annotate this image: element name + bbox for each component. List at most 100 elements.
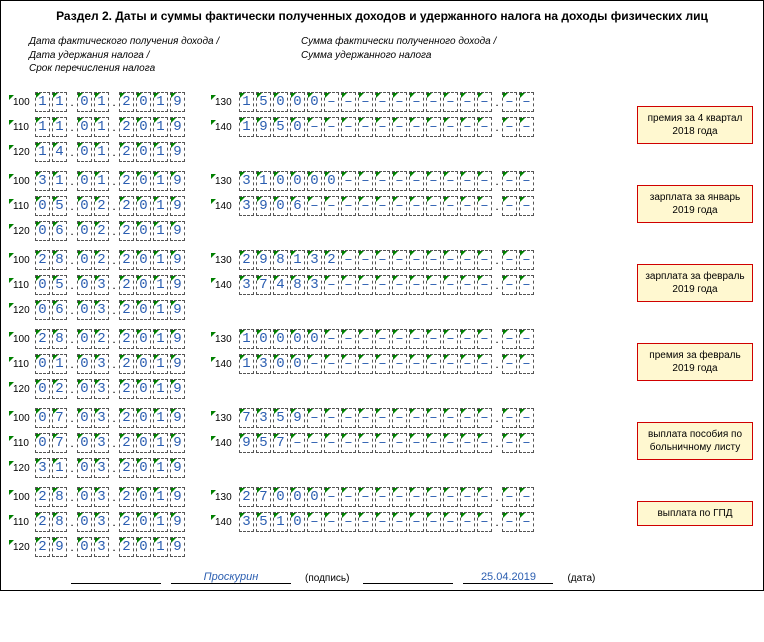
cell: 0 xyxy=(136,221,151,241)
cell: 2 xyxy=(119,433,134,453)
cell: – xyxy=(443,275,458,295)
cell: – xyxy=(426,250,441,270)
cell: 1 xyxy=(153,354,168,374)
form-page: Раздел 2. Даты и суммы фактически получе… xyxy=(0,0,764,591)
cell: – xyxy=(307,433,322,453)
cell: 9 xyxy=(239,433,254,453)
cell: 3 xyxy=(239,275,254,295)
cell: – xyxy=(324,92,339,112)
cell: 0 xyxy=(290,329,305,349)
cell: 0 xyxy=(136,408,151,428)
cell: 9 xyxy=(170,354,185,374)
cell: 3 xyxy=(94,379,109,399)
cell: 0 xyxy=(136,300,151,320)
cell: 0 xyxy=(77,329,92,349)
cell: – xyxy=(392,408,407,428)
cell: – xyxy=(519,433,534,453)
cell: 2 xyxy=(119,221,134,241)
cell: – xyxy=(502,275,517,295)
cell: 2 xyxy=(324,250,339,270)
row-code: 140 xyxy=(213,122,239,133)
cell: – xyxy=(502,433,517,453)
row-code: 130 xyxy=(213,255,239,266)
cell: – xyxy=(324,354,339,374)
cell: – xyxy=(324,329,339,349)
cell: 1 xyxy=(153,433,168,453)
cell: – xyxy=(392,433,407,453)
row-code: 130 xyxy=(213,413,239,424)
cell: 0 xyxy=(136,354,151,374)
cell: – xyxy=(375,117,390,137)
cell: – xyxy=(358,408,373,428)
row-code: 100 xyxy=(11,176,35,187)
cell: – xyxy=(324,196,339,216)
cell: – xyxy=(409,196,424,216)
cell: – xyxy=(307,117,322,137)
cell: 0 xyxy=(77,537,92,557)
column-headers: Дата фактического получения дохода /Дата… xyxy=(11,35,753,76)
row-code: 100 xyxy=(11,97,35,108)
cell: 9 xyxy=(256,117,271,137)
cell: 9 xyxy=(170,275,185,295)
cell: – xyxy=(502,92,517,112)
cell: – xyxy=(358,487,373,507)
cell: 2 xyxy=(35,329,50,349)
cell: 1 xyxy=(153,512,168,532)
cell: – xyxy=(519,512,534,532)
header-left: Дата фактического получения дохода /Дата… xyxy=(11,35,301,76)
cell: – xyxy=(409,433,424,453)
cell: – xyxy=(426,196,441,216)
cell: 0 xyxy=(136,537,151,557)
cell: 5 xyxy=(52,275,67,295)
cell: 2 xyxy=(119,329,134,349)
cell: 3 xyxy=(94,275,109,295)
cell: – xyxy=(460,92,475,112)
cell: 1 xyxy=(153,300,168,320)
cell: 1 xyxy=(35,92,50,112)
cell: 0 xyxy=(77,171,92,191)
cell: – xyxy=(341,171,356,191)
cell: 0 xyxy=(136,329,151,349)
cell: – xyxy=(502,329,517,349)
cell: – xyxy=(477,512,492,532)
cell: – xyxy=(460,196,475,216)
cell: 9 xyxy=(170,329,185,349)
cell: 3 xyxy=(94,354,109,374)
cell: 8 xyxy=(52,487,67,507)
cell: 2 xyxy=(239,487,254,507)
cell: – xyxy=(358,250,373,270)
cell: – xyxy=(477,433,492,453)
cell: 2 xyxy=(94,221,109,241)
cell: 0 xyxy=(307,329,322,349)
cell: – xyxy=(460,275,475,295)
cell: – xyxy=(341,275,356,295)
cell: 0 xyxy=(136,92,151,112)
cell: – xyxy=(443,433,458,453)
cell: 0 xyxy=(35,275,50,295)
cell: 7 xyxy=(256,275,271,295)
cell: – xyxy=(519,275,534,295)
cell: 0 xyxy=(273,487,288,507)
cell: – xyxy=(519,196,534,216)
cell: – xyxy=(375,329,390,349)
cell: – xyxy=(375,250,390,270)
cell: – xyxy=(307,354,322,374)
cell: 9 xyxy=(256,250,271,270)
cell: 9 xyxy=(170,92,185,112)
cell: – xyxy=(519,408,534,428)
cell: 2 xyxy=(119,512,134,532)
cell: 0 xyxy=(307,92,322,112)
cell: 1 xyxy=(153,250,168,270)
cell: 2 xyxy=(94,196,109,216)
cell: 1 xyxy=(239,354,254,374)
cell: 0 xyxy=(136,512,151,532)
cell: – xyxy=(502,487,517,507)
cell: – xyxy=(443,117,458,137)
cell: 5 xyxy=(256,433,271,453)
cell: 7 xyxy=(239,408,254,428)
signature-blank-2 xyxy=(363,568,453,584)
cell: 2 xyxy=(35,487,50,507)
cell: – xyxy=(409,275,424,295)
row-code: 120 xyxy=(11,226,35,237)
cell: – xyxy=(307,512,322,532)
